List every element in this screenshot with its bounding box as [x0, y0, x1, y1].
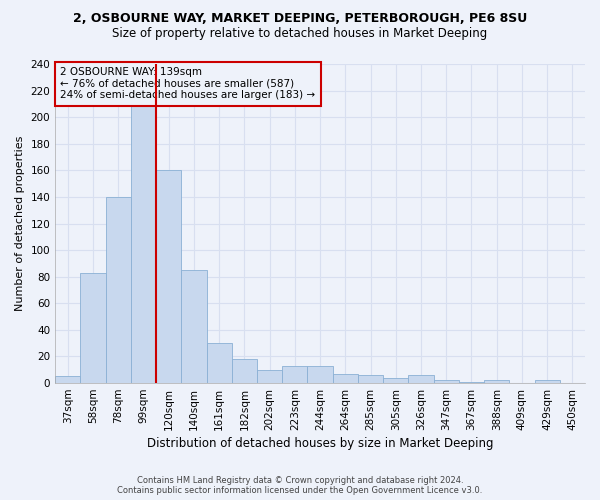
Bar [80, 272, 106, 383]
Bar [106, 197, 131, 383]
Bar [232, 359, 257, 383]
Y-axis label: Number of detached properties: Number of detached properties [15, 136, 25, 311]
Bar [332, 374, 358, 383]
Bar [434, 380, 459, 383]
Bar [181, 270, 206, 383]
Bar [282, 366, 307, 383]
Bar [55, 376, 80, 383]
Bar [409, 375, 434, 383]
Bar [206, 343, 232, 383]
Text: Size of property relative to detached houses in Market Deeping: Size of property relative to detached ho… [112, 28, 488, 40]
Bar [257, 370, 282, 383]
Text: 2, OSBOURNE WAY, MARKET DEEPING, PETERBOROUGH, PE6 8SU: 2, OSBOURNE WAY, MARKET DEEPING, PETERBO… [73, 12, 527, 26]
Text: Contains HM Land Registry data © Crown copyright and database right 2024.
Contai: Contains HM Land Registry data © Crown c… [118, 476, 482, 495]
Bar [535, 380, 560, 383]
Bar [358, 375, 383, 383]
X-axis label: Distribution of detached houses by size in Market Deeping: Distribution of detached houses by size … [147, 437, 493, 450]
Bar [484, 380, 509, 383]
Bar [383, 378, 409, 383]
Bar [131, 104, 156, 383]
Bar [307, 366, 332, 383]
Bar [459, 382, 484, 383]
Bar [156, 170, 181, 383]
Text: 2 OSBOURNE WAY: 139sqm
← 76% of detached houses are smaller (587)
24% of semi-de: 2 OSBOURNE WAY: 139sqm ← 76% of detached… [61, 67, 316, 100]
